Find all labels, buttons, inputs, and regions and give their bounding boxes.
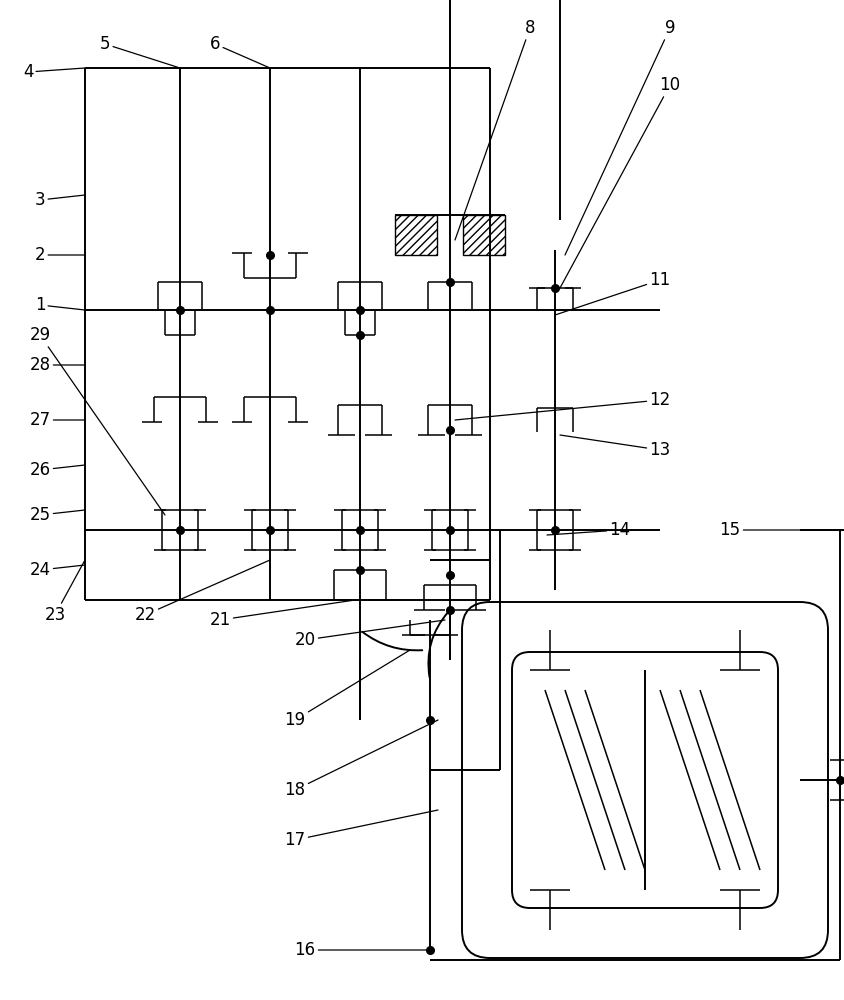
Text: 15: 15: [719, 521, 842, 539]
Text: 6: 6: [210, 35, 270, 68]
Text: 27: 27: [30, 411, 85, 429]
Text: 1: 1: [35, 296, 85, 314]
Text: 26: 26: [30, 461, 85, 479]
Text: 12: 12: [455, 391, 671, 420]
Bar: [395, 215, 437, 255]
Text: 8: 8: [455, 19, 535, 240]
Bar: [463, 215, 505, 255]
Text: 14: 14: [547, 521, 630, 539]
Text: 17: 17: [284, 810, 438, 849]
Text: 19: 19: [284, 650, 410, 729]
Text: 28: 28: [30, 356, 85, 374]
Text: 24: 24: [30, 561, 85, 579]
Text: 5: 5: [100, 35, 180, 68]
Text: 29: 29: [30, 326, 165, 515]
Text: 7: 7: [0, 999, 1, 1000]
Text: 2: 2: [35, 246, 85, 264]
Text: 22: 22: [134, 560, 270, 624]
Text: 18: 18: [284, 720, 438, 799]
Text: 10: 10: [560, 76, 680, 288]
Text: 4: 4: [23, 63, 85, 81]
Text: 16: 16: [295, 941, 430, 959]
Text: 3: 3: [35, 191, 85, 209]
Text: 13: 13: [560, 435, 671, 459]
Text: 25: 25: [30, 506, 85, 524]
Text: 23: 23: [45, 560, 85, 624]
Text: 11: 11: [555, 271, 671, 315]
Text: 20: 20: [295, 620, 445, 649]
Text: 9: 9: [565, 19, 675, 255]
Text: 21: 21: [209, 600, 355, 629]
